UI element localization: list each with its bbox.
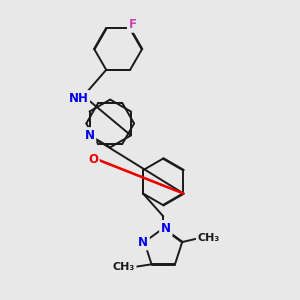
Text: CH₃: CH₃	[198, 233, 220, 243]
Text: N: N	[161, 222, 171, 235]
Text: F: F	[129, 18, 137, 31]
Text: NH: NH	[68, 92, 88, 105]
Text: N: N	[138, 236, 148, 248]
Text: O: O	[88, 153, 98, 166]
Text: CH₃: CH₃	[112, 262, 135, 272]
Text: N: N	[85, 129, 94, 142]
